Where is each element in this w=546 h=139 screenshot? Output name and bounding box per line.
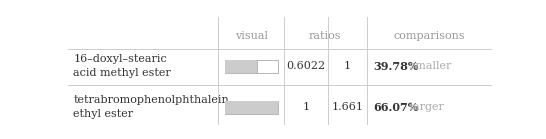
Bar bbox=[225, 60, 257, 73]
Text: 0.6022: 0.6022 bbox=[287, 61, 326, 71]
Text: 1.661: 1.661 bbox=[331, 102, 364, 112]
Bar bbox=[225, 101, 278, 114]
Bar bbox=[225, 60, 278, 73]
Text: comparisons: comparisons bbox=[393, 31, 465, 41]
Text: tetrabromophenolphthalein
ethyl ester: tetrabromophenolphthalein ethyl ester bbox=[73, 95, 229, 119]
Text: 1: 1 bbox=[302, 102, 310, 112]
Text: 66.07%: 66.07% bbox=[373, 102, 418, 113]
Text: 16–doxyl–stearic
acid methyl ester: 16–doxyl–stearic acid methyl ester bbox=[73, 54, 171, 78]
Text: ratios: ratios bbox=[309, 31, 342, 41]
Text: visual: visual bbox=[235, 31, 268, 41]
Bar bbox=[225, 101, 278, 114]
Text: 39.78%: 39.78% bbox=[373, 61, 418, 72]
Text: smaller: smaller bbox=[406, 61, 452, 71]
Text: 1: 1 bbox=[344, 61, 351, 71]
Text: larger: larger bbox=[406, 102, 444, 112]
